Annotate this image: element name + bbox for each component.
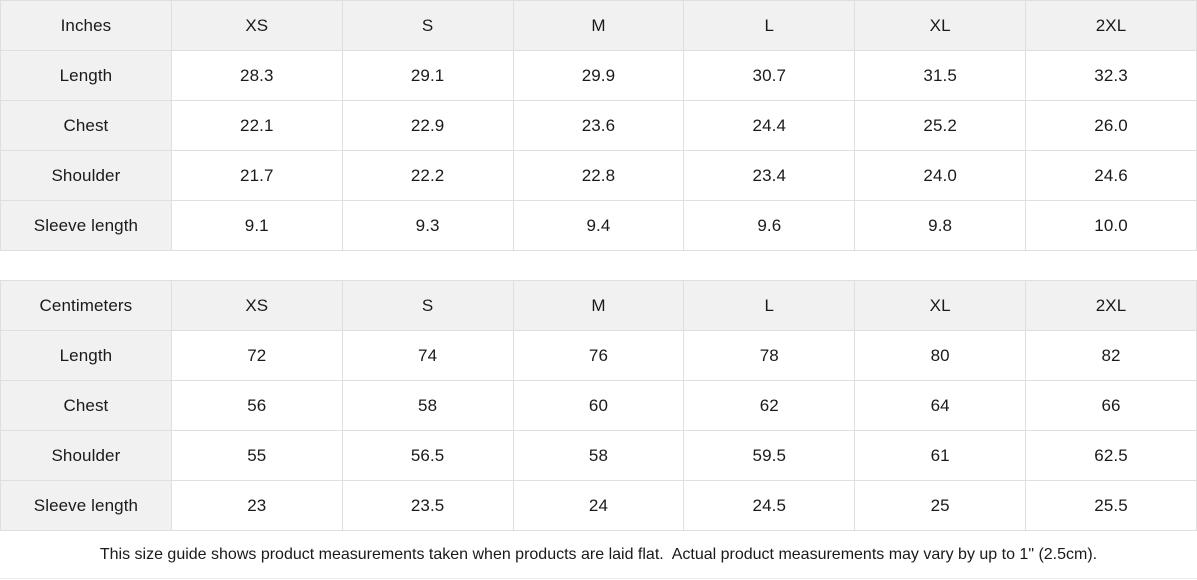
measurement-value-cell: 31.5 bbox=[854, 50, 1027, 101]
measurement-value-cell: 9.4 bbox=[512, 200, 685, 251]
measurement-label-cell: Sleeve length bbox=[0, 480, 172, 531]
measurement-row: Length 28.3 29.1 29.9 30.7 31.5 32.3 bbox=[0, 50, 1197, 101]
measurement-value-cell: 55 bbox=[170, 430, 343, 481]
measurement-label-cell: Chest bbox=[0, 100, 172, 151]
measurement-row: Chest 22.1 22.9 23.6 24.4 25.2 26.0 bbox=[0, 100, 1197, 151]
measurement-value-cell: 30.7 bbox=[683, 50, 856, 101]
measurement-value-cell: 60 bbox=[512, 380, 685, 431]
measurement-value-cell: 24.5 bbox=[683, 480, 856, 531]
measurement-value-cell: 28.3 bbox=[170, 50, 343, 101]
measurement-value-cell: 22.8 bbox=[512, 150, 685, 201]
size-column-header: L bbox=[683, 280, 856, 331]
measurement-value-cell: 80 bbox=[854, 330, 1027, 381]
measurement-label-cell: Sleeve length bbox=[0, 200, 172, 251]
measurement-value-cell: 9.6 bbox=[683, 200, 856, 251]
measurement-row: Sleeve length 9.1 9.3 9.4 9.6 9.8 10.0 bbox=[0, 200, 1197, 251]
size-guide-note: This size guide shows product measuremen… bbox=[0, 531, 1197, 579]
size-column-header: M bbox=[512, 280, 685, 331]
size-column-header: S bbox=[341, 0, 514, 51]
measurement-value-cell: 29.1 bbox=[341, 50, 514, 101]
measurement-value-cell: 23.6 bbox=[512, 100, 685, 151]
measurement-value-cell: 64 bbox=[854, 380, 1027, 431]
size-column-header: L bbox=[683, 0, 856, 51]
measurement-value-cell: 24 bbox=[512, 480, 685, 531]
table-spacer bbox=[0, 251, 1197, 280]
size-column-header: XS bbox=[170, 280, 343, 331]
measurement-value-cell: 58 bbox=[341, 380, 514, 431]
size-header-row: Inches XS S M L XL 2XL bbox=[0, 0, 1197, 51]
measurement-value-cell: 25.2 bbox=[854, 100, 1027, 151]
measurement-value-cell: 24.6 bbox=[1025, 150, 1197, 201]
unit-header-cell: Centimeters bbox=[0, 280, 172, 331]
inches-size-table: Inches XS S M L XL 2XL Length 28.3 29.1 29.9 30.7 31… bbox=[0, 0, 1197, 251]
measurement-value-cell: 56.5 bbox=[341, 430, 514, 481]
measurement-value-cell: 10.0 bbox=[1025, 200, 1197, 251]
measurement-value-cell: 74 bbox=[341, 330, 514, 381]
measurement-row: Sleeve length 23 23.5 24 24.5 25 25.5 bbox=[0, 480, 1197, 531]
measurement-value-cell: 62.5 bbox=[1025, 430, 1197, 481]
measurement-value-cell: 29.9 bbox=[512, 50, 685, 101]
measurement-value-cell: 58 bbox=[512, 430, 685, 481]
measurement-value-cell: 9.1 bbox=[170, 200, 343, 251]
centimeters-size-table: Centimeters XS S M L XL 2XL Length 72 74 76 78 80 82 C… bbox=[0, 280, 1197, 531]
measurement-value-cell: 26.0 bbox=[1025, 100, 1197, 151]
size-column-header: 2XL bbox=[1025, 0, 1197, 51]
measurement-value-cell: 9.8 bbox=[854, 200, 1027, 251]
measurement-label-cell: Shoulder bbox=[0, 430, 172, 481]
size-header-row: Centimeters XS S M L XL 2XL bbox=[0, 280, 1197, 331]
measurement-value-cell: 25.5 bbox=[1025, 480, 1197, 531]
measurement-value-cell: 76 bbox=[512, 330, 685, 381]
measurement-value-cell: 9.3 bbox=[341, 200, 514, 251]
measurement-row: Chest 56 58 60 62 64 66 bbox=[0, 380, 1197, 431]
size-column-header: XL bbox=[854, 280, 1027, 331]
measurement-label-cell: Chest bbox=[0, 380, 172, 431]
measurement-label-cell: Length bbox=[0, 50, 172, 101]
measurement-value-cell: 24.0 bbox=[854, 150, 1027, 201]
measurement-value-cell: 21.7 bbox=[170, 150, 343, 201]
measurement-value-cell: 22.1 bbox=[170, 100, 343, 151]
measurement-value-cell: 22.9 bbox=[341, 100, 514, 151]
measurement-value-cell: 32.3 bbox=[1025, 50, 1197, 101]
measurement-label-cell: Length bbox=[0, 330, 172, 381]
measurement-row: Shoulder 55 56.5 58 59.5 61 62.5 bbox=[0, 430, 1197, 481]
size-column-header: 2XL bbox=[1025, 280, 1197, 331]
size-column-header: M bbox=[512, 0, 685, 51]
measurement-value-cell: 82 bbox=[1025, 330, 1197, 381]
size-column-header: XL bbox=[854, 0, 1027, 51]
measurement-value-cell: 72 bbox=[170, 330, 343, 381]
measurement-row: Shoulder 21.7 22.2 22.8 23.4 24.0 24.6 bbox=[0, 150, 1197, 201]
measurement-value-cell: 23.4 bbox=[683, 150, 856, 201]
measurement-value-cell: 23.5 bbox=[341, 480, 514, 531]
measurement-value-cell: 24.4 bbox=[683, 100, 856, 151]
measurement-value-cell: 56 bbox=[170, 380, 343, 431]
measurement-value-cell: 61 bbox=[854, 430, 1027, 481]
measurement-value-cell: 59.5 bbox=[683, 430, 856, 481]
measurement-label-cell: Shoulder bbox=[0, 150, 172, 201]
size-column-header: XS bbox=[170, 0, 343, 51]
measurement-value-cell: 22.2 bbox=[341, 150, 514, 201]
measurement-value-cell: 78 bbox=[683, 330, 856, 381]
size-column-header: S bbox=[341, 280, 514, 331]
measurement-value-cell: 66 bbox=[1025, 380, 1197, 431]
measurement-value-cell: 23 bbox=[170, 480, 343, 531]
measurement-row: Length 72 74 76 78 80 82 bbox=[0, 330, 1197, 381]
measurement-value-cell: 25 bbox=[854, 480, 1027, 531]
unit-header-cell: Inches bbox=[0, 0, 172, 51]
measurement-value-cell: 62 bbox=[683, 380, 856, 431]
